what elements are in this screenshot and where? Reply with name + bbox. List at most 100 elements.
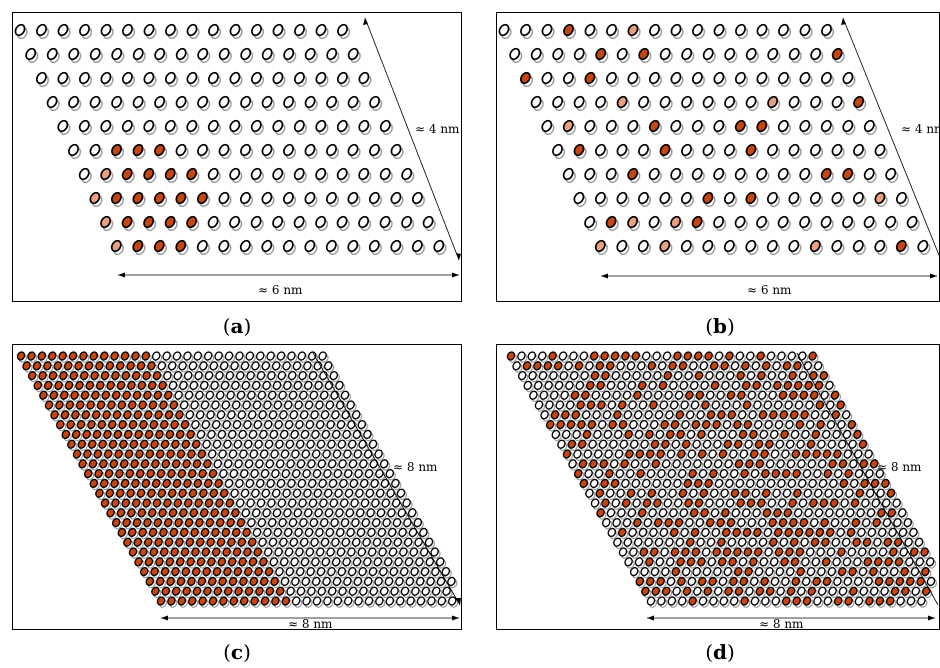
atom-body <box>91 390 100 400</box>
atom-body <box>27 351 36 361</box>
atom-body <box>68 95 80 109</box>
lattice-atom <box>95 380 107 393</box>
lattice-atom <box>311 576 323 589</box>
lattice-atom <box>110 239 124 256</box>
lattice-atom <box>104 468 116 481</box>
lattice-atom <box>721 400 733 412</box>
atom-body <box>396 488 406 498</box>
atom-body <box>291 468 301 479</box>
lattice-atom <box>406 596 417 608</box>
lattice-atom <box>124 449 136 461</box>
lattice-atom <box>304 527 316 540</box>
atom-body <box>95 488 104 498</box>
atom-body <box>176 576 186 587</box>
lattice-atom <box>207 215 221 232</box>
height-label-a: ≈ 4 nm <box>415 122 460 136</box>
lattice-atom <box>595 143 609 160</box>
atom-body <box>852 239 864 253</box>
lattice-atom <box>188 488 200 500</box>
atom-body <box>853 143 864 157</box>
lattice-atom <box>247 537 259 549</box>
lattice-atom <box>175 557 187 569</box>
lattice-atom <box>637 361 648 373</box>
lattice-atom <box>605 167 619 184</box>
lattice-atom <box>156 468 168 481</box>
atom-body <box>111 143 122 157</box>
lattice-atom <box>543 361 554 373</box>
atom-body <box>517 351 526 361</box>
atom-body <box>565 380 574 391</box>
atom-body <box>579 351 589 361</box>
lattice-atom <box>694 370 706 383</box>
lattice-atom <box>616 47 630 64</box>
atom-body <box>300 429 310 440</box>
lattice-atom <box>431 586 443 598</box>
lattice-atom <box>135 449 146 461</box>
lattice-atom <box>59 390 71 402</box>
lattice-atom <box>100 23 114 40</box>
lattice-atom <box>271 361 283 373</box>
atom-body <box>596 380 605 391</box>
atom-body <box>576 400 585 410</box>
atom-body <box>175 239 187 253</box>
lattice-atom <box>745 239 759 256</box>
atom-body <box>138 400 147 410</box>
atom-body <box>732 400 741 410</box>
atom-body <box>200 400 210 410</box>
lattice-atom <box>895 239 909 256</box>
lattice-atom <box>616 95 630 112</box>
lattice-atom <box>95 488 106 500</box>
lattice-atom <box>154 143 168 160</box>
lattice-atom <box>316 566 328 579</box>
lattice-atom <box>766 191 781 208</box>
atom-body <box>705 370 714 381</box>
atom-body <box>284 419 294 430</box>
atom-body <box>338 586 347 596</box>
atom-body <box>89 351 99 361</box>
lattice-atom <box>138 400 149 412</box>
atom-body <box>155 449 165 459</box>
atom-body <box>79 351 88 361</box>
lattice-atom <box>659 47 673 64</box>
lattice-atom <box>264 566 276 579</box>
atom-body <box>167 596 176 606</box>
lattice-atom <box>322 449 333 461</box>
lattice-atom <box>326 547 337 559</box>
atom-body <box>291 596 301 606</box>
atom-body <box>277 498 287 508</box>
atom-body <box>207 429 216 440</box>
lattice-atom <box>350 498 361 510</box>
lattice-atom <box>403 537 415 549</box>
atom-body <box>573 95 585 109</box>
lattice-atom <box>89 47 103 64</box>
lattice-atom <box>803 361 814 373</box>
atom-body <box>616 361 625 371</box>
lattice-atom <box>648 380 659 393</box>
atom-body <box>315 547 325 557</box>
lattice-atom <box>164 167 178 184</box>
lattice-atom <box>120 478 132 491</box>
atom-body <box>180 419 190 430</box>
atom-body <box>48 370 58 381</box>
atom-body <box>638 47 650 61</box>
atom-body <box>143 390 152 400</box>
lattice-atom <box>766 351 778 363</box>
atom-body <box>299 410 309 420</box>
lattice-atom <box>256 370 268 383</box>
atom-body <box>203 586 212 596</box>
atom-body <box>127 508 136 518</box>
atom-body <box>358 439 367 449</box>
lattice-atom <box>187 596 199 608</box>
height-arrow-c <box>312 352 461 606</box>
lattice-atom <box>664 390 675 402</box>
lattice-atom <box>315 119 329 136</box>
atom-body <box>591 390 601 400</box>
lattice-atom <box>552 47 566 64</box>
atom-body <box>255 586 264 596</box>
lattice-atom <box>294 400 305 412</box>
lattice-atom <box>713 119 727 136</box>
lattice-atom <box>191 439 203 451</box>
atom-body <box>605 167 617 181</box>
atom-body <box>192 459 202 469</box>
lattice-atom <box>285 566 296 579</box>
